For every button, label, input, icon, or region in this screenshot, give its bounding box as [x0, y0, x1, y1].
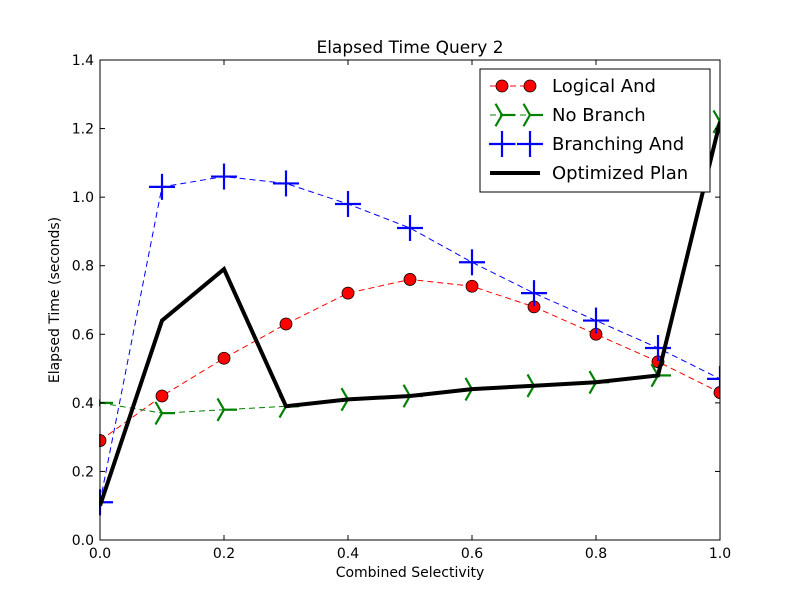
series-layer — [99, 109, 720, 516]
ticks-layer: 0.0 0.2 0.4 0.6 0.8 1.0 0.0 0.2 0.4 0.6 0.8 1.0 1.2 1… — [72, 53, 731, 562]
legend-label-2: Branching And — [552, 134, 684, 155]
x-tick-label-2: 0.4 — [337, 546, 359, 562]
series-2-point-2 — [211, 163, 237, 190]
series-0-point-3 — [279, 317, 293, 331]
legend-marker-2-a — [489, 131, 515, 157]
y-tick-label-7: 1.4 — [72, 53, 94, 69]
y-tick-label-1: 0.2 — [72, 464, 94, 480]
y-tick-label-4: 0.8 — [72, 259, 94, 275]
legend-entry-0: Logical And — [490, 76, 656, 97]
legend-label-1: No Branch — [552, 105, 646, 126]
series-2 — [99, 163, 720, 516]
series-2-line — [99, 176, 720, 503]
series-1-point-1 — [154, 401, 175, 425]
series-2-point-8 — [583, 307, 609, 334]
series-2-point-1 — [149, 173, 175, 200]
series-0-point-1 — [155, 389, 169, 403]
series-3 — [99, 121, 720, 507]
series-0-point-10 — [713, 386, 720, 399]
series-0-point-5 — [403, 273, 417, 286]
y-axis-label: Elapsed Time (seconds) — [47, 217, 63, 383]
series-1-point-2 — [216, 397, 237, 422]
series-0-point-4 — [341, 286, 355, 300]
series-0 — [99, 273, 720, 447]
legend-label-3: Optimized Plan — [552, 163, 688, 184]
legend-marker-0-b — [523, 79, 537, 93]
legend-marker-1-b — [522, 103, 543, 127]
series-3-line — [99, 121, 720, 507]
series-0-point-2 — [217, 351, 231, 365]
x-tick-label-3: 0.6 — [461, 546, 483, 562]
series-0-point-6 — [465, 279, 479, 293]
legend-marker-2-b — [517, 131, 543, 157]
plot-frame — [99, 59, 721, 541]
legend: Logical And No Branch Branching And Optimiz… — [479, 68, 711, 193]
y-tick-label-2: 0.4 — [72, 396, 94, 412]
series-2-point-5 — [397, 215, 423, 241]
legend-entry-2: Branching And — [489, 131, 684, 157]
x-tick-label-1: 0.2 — [213, 546, 235, 562]
series-2-point-3 — [273, 170, 299, 197]
x-axis-label: Combined Selectivity — [336, 565, 485, 581]
y-tick-label-6: 1.2 — [72, 122, 94, 138]
x-tick-label-4: 0.8 — [585, 546, 607, 562]
legend-entry-3: Optimized Plan — [490, 163, 688, 184]
series-2-point-6 — [459, 249, 485, 276]
legend-marker-0-a — [495, 79, 509, 93]
y-tick-label-3: 0.6 — [72, 327, 94, 343]
series-2-point-4 — [335, 191, 361, 217]
y-tick-label-5: 1.0 — [72, 190, 94, 206]
chart-title: Elapsed Time Query 2 — [316, 38, 503, 58]
x-tick-label-0: 0.0 — [89, 546, 111, 562]
series-2-point-10 — [707, 365, 720, 392]
legend-marker-1-a — [494, 103, 515, 127]
series-2-point-7 — [521, 280, 547, 307]
legend-label-0: Logical And — [552, 76, 656, 97]
legend-entry-1: No Branch — [490, 103, 646, 127]
y-tick-label-0: 0.0 — [72, 533, 94, 549]
x-tick-label-5: 1.0 — [709, 546, 731, 562]
